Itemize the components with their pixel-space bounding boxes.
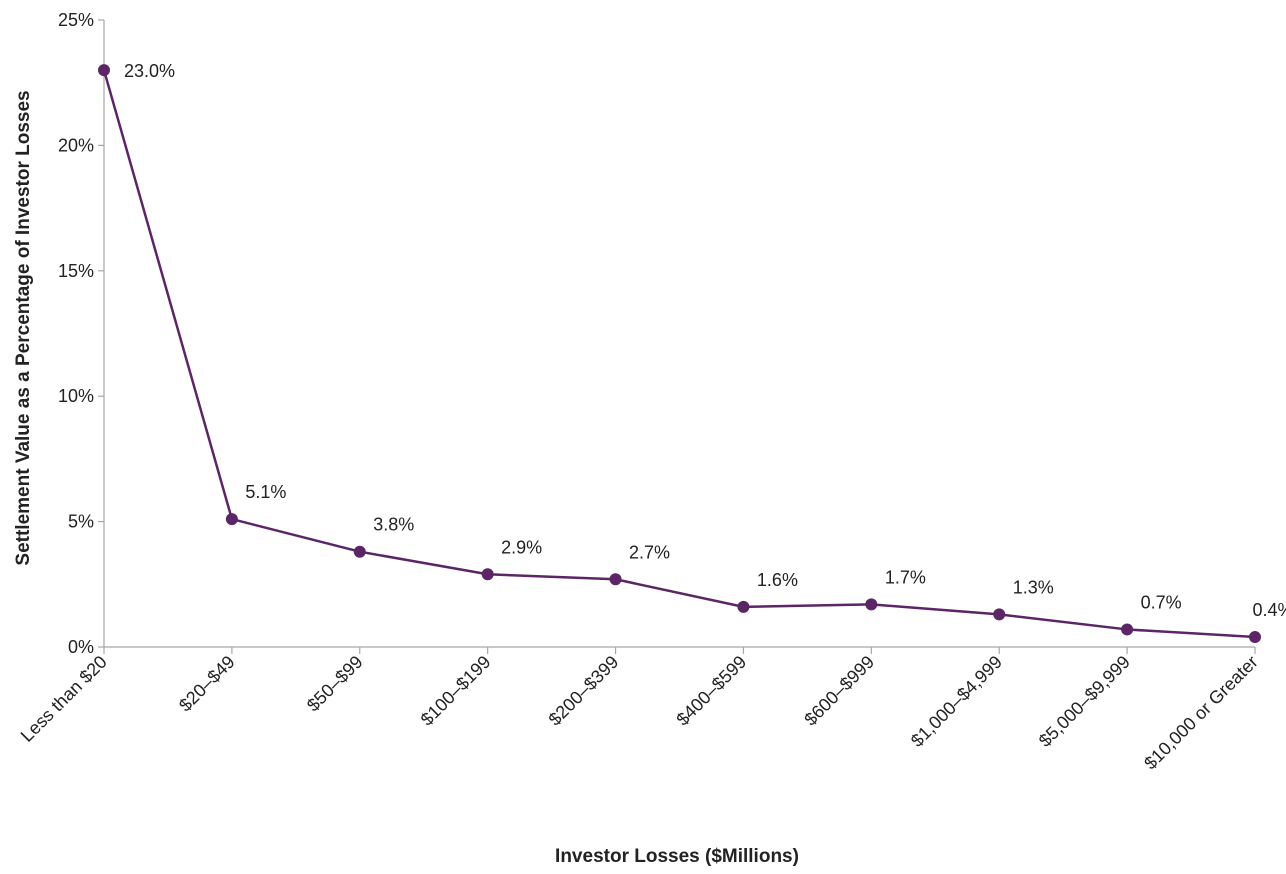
data-label: 3.8%: [373, 515, 414, 535]
y-tick-label: 25%: [58, 10, 94, 30]
data-label: 2.9%: [501, 537, 542, 557]
data-label: 1.7%: [885, 567, 926, 587]
y-tick-label: 5%: [68, 512, 94, 532]
data-point: [737, 600, 750, 613]
series-line-group: [102, 69, 1256, 639]
x-axis-title: Investor Losses ($Millions): [555, 846, 799, 867]
y-tick-label: 0%: [68, 637, 94, 657]
data-point: [865, 598, 878, 611]
y-axis-title: Settlement Value as a Percentage of Inve…: [13, 90, 34, 565]
x-tick-label: $5,000–$9,999: [1035, 652, 1134, 751]
x-tick-label: $20–$49: [175, 652, 239, 716]
data-points: [98, 64, 1261, 643]
axes: [103, 20, 1255, 648]
x-tick-label: $400–$599: [672, 652, 750, 730]
data-label: 0.4%: [1252, 600, 1286, 620]
data-point: [98, 64, 110, 77]
x-tick-label: $100–$199: [417, 652, 495, 730]
x-tick-label: $50–$99: [303, 652, 367, 716]
data-labels: 23.0% 5.1% 3.8% 2.9% 2.7% 1.6% 1.7% 1.3% 0.7% 0.4…: [124, 61, 1286, 620]
data-point: [1249, 630, 1261, 643]
x-axis-ticks: Less than $20 $20–$49 $50–$99 $100–$199 $200…: [17, 647, 1262, 773]
data-label: 5.1%: [245, 482, 286, 502]
y-tick-label: 10%: [58, 386, 94, 406]
x-tick-label: $1,000–$4,999: [907, 652, 1006, 751]
data-label: 23.0%: [124, 61, 175, 81]
y-tick-label: 15%: [58, 261, 94, 281]
data-point: [225, 513, 238, 526]
y-tick-label: 20%: [58, 135, 94, 155]
x-tick-label: $200–$399: [545, 652, 623, 730]
x-tick-label: $600–$999: [800, 652, 878, 730]
data-point: [353, 545, 366, 558]
data-point: [1121, 623, 1134, 636]
data-label: 1.6%: [757, 570, 798, 590]
x-tick-label: $10,000 or Greater: [1140, 652, 1262, 774]
data-point: [481, 568, 494, 581]
series-line: [102, 69, 1256, 639]
y-axis-ticks: 0% 5% 10% 15% 20% 25%: [58, 10, 104, 657]
data-point: [609, 573, 622, 586]
data-point: [993, 608, 1006, 621]
x-tick-label: Less than $20: [17, 652, 111, 746]
data-label: 0.7%: [1141, 592, 1182, 612]
data-label: 2.7%: [629, 542, 670, 562]
data-label: 1.3%: [1013, 577, 1054, 597]
